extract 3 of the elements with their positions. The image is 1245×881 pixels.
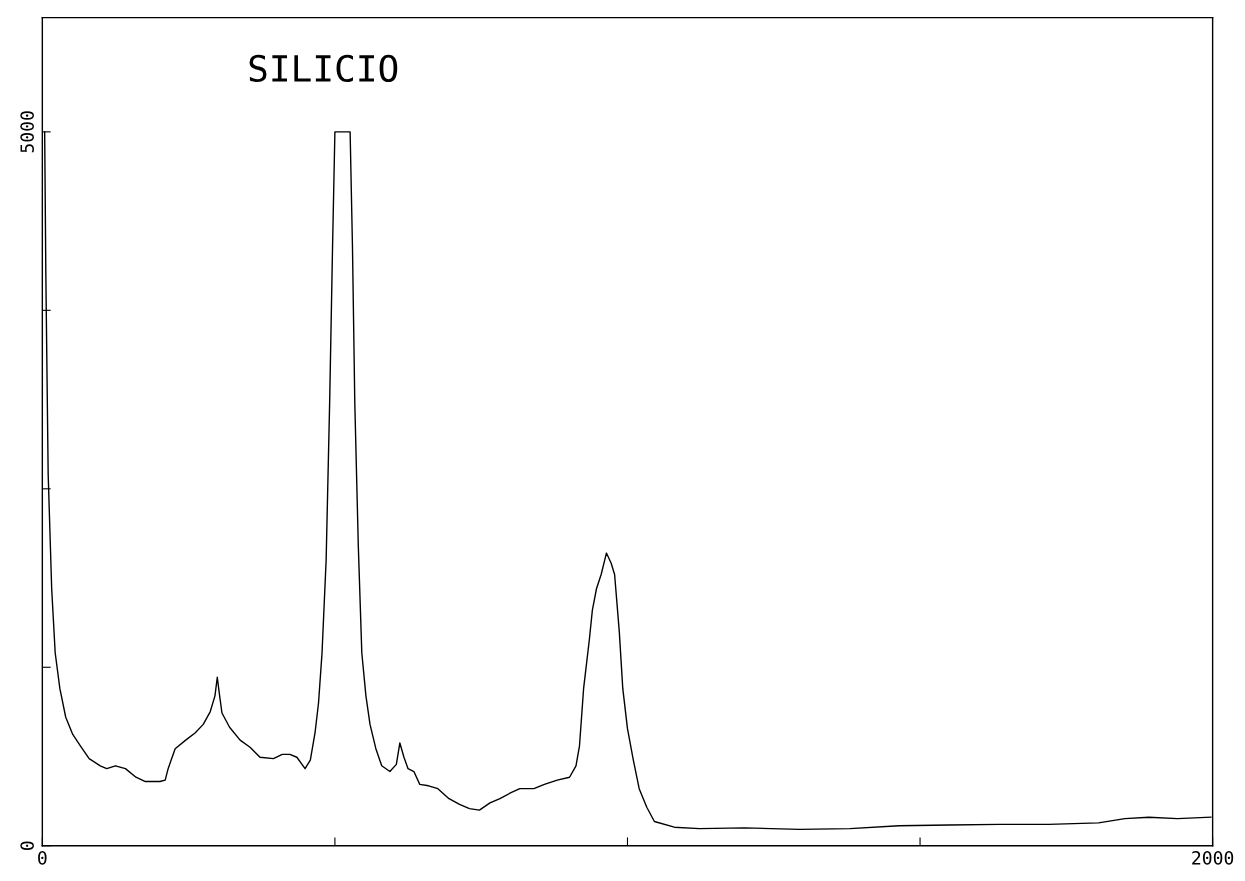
x-tick-label: 2000 [1192,851,1234,865]
y-tick-label: 5000 [20,111,34,153]
annotation: SILICIO [249,54,398,83]
